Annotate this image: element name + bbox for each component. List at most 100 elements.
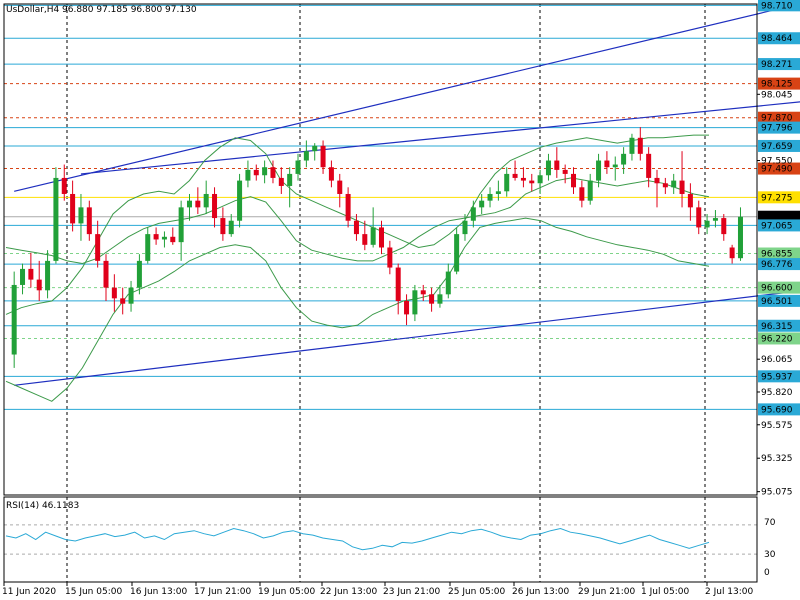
candle-body-65 — [554, 160, 560, 170]
candle-body-55 — [470, 207, 476, 221]
price-tag-17 — [758, 370, 800, 383]
price-tag-18 — [758, 403, 800, 416]
candle-body-2 — [28, 268, 34, 280]
price-tag-label-11: 96.855 — [761, 250, 793, 260]
candle-body-20 — [178, 207, 184, 243]
price-tag-1 — [758, 32, 800, 45]
symbol-label: UsDollar,H4 — [6, 5, 60, 15]
price-tag-label-10: 97.065 — [761, 221, 793, 231]
candle-body-30 — [262, 167, 268, 176]
candle-body-6 — [61, 177, 67, 194]
candle-body-83 — [704, 220, 710, 228]
trendline-0 — [14, 3, 800, 192]
price-tag-16 — [758, 332, 800, 345]
candle-body-18 — [161, 236, 167, 240]
price-tick-label-1: 97.550 — [761, 157, 793, 167]
candle-body-54 — [462, 220, 468, 235]
time-label-9: 29 Jun 21:00 — [578, 587, 635, 597]
price-tag-5 — [758, 121, 800, 134]
price-tick-label-0: 98.045 — [761, 90, 793, 100]
price-tag-label-12: 96.776 — [761, 260, 793, 270]
candle-body-38 — [328, 167, 334, 181]
candle-body-50 — [429, 294, 435, 304]
candle-body-24 — [212, 193, 218, 219]
candle-body-51 — [437, 294, 443, 304]
price-tag-label-3: 98.125 — [761, 80, 793, 90]
candle-body-64 — [545, 160, 551, 176]
price-tag-8 — [758, 191, 800, 204]
candle-body-4 — [45, 260, 51, 291]
candle-body-22 — [195, 200, 201, 208]
candle-body-63 — [537, 175, 543, 184]
price-tag-14 — [758, 294, 800, 307]
candle-body-14 — [128, 287, 134, 304]
price-tag-label-0: 98.710 — [761, 1, 793, 11]
candle-body-28 — [245, 169, 251, 181]
price-tick-label-3: 95.820 — [761, 388, 793, 398]
candle-body-36 — [312, 145, 318, 152]
candle-body-87 — [737, 216, 743, 259]
candle-body-81 — [687, 193, 693, 208]
candle-body-60 — [512, 173, 518, 178]
price-tag-6 — [758, 139, 800, 152]
candle-body-45 — [387, 247, 393, 268]
price-tag-label-9: 97.130 — [761, 213, 793, 223]
candle-body-48 — [412, 290, 418, 315]
candle-body-68 — [579, 187, 585, 201]
candle-body-70 — [596, 160, 602, 181]
rsi-panel — [4, 524, 757, 555]
candle-body-41 — [353, 220, 359, 235]
candle-body-37 — [320, 145, 326, 168]
price-tag-15 — [758, 319, 800, 332]
price-tag-12 — [758, 258, 800, 271]
candle-body-33 — [287, 173, 293, 186]
price-tag-13 — [758, 281, 800, 294]
time-label-11: 2 Jul 13:00 — [705, 587, 754, 597]
candle-body-71 — [604, 160, 610, 168]
time-label-8: 26 Jun 13:00 — [512, 587, 569, 597]
candle-body-10 — [95, 234, 101, 261]
time-label-4: 19 Jun 05:00 — [258, 587, 315, 597]
candle-body-79 — [671, 180, 677, 188]
candle-body-85 — [721, 218, 727, 235]
candle-body-31 — [270, 167, 276, 178]
chart-frame — [3, 3, 758, 583]
trendline-2 — [14, 290, 800, 386]
rsi-panel-frame — [3, 496, 758, 583]
candle-body-13 — [120, 298, 126, 304]
candle-body-35 — [303, 151, 309, 161]
candle-body-5 — [53, 177, 59, 261]
candle-body-75 — [637, 137, 643, 154]
candle-body-11 — [103, 260, 109, 288]
price-tag-10 — [758, 219, 800, 232]
time-label-5: 22 Jun 13:00 — [320, 587, 377, 597]
time-axis: 11 Jun 2020 15 Jun 05:00 16 Jun 13:00 17 Ju… — [2, 582, 754, 597]
candle-body-19 — [170, 236, 176, 243]
candle-body-62 — [529, 180, 535, 184]
price-tick-label-5: 95.325 — [761, 454, 793, 464]
candle-body-57 — [487, 193, 493, 201]
candle-body-15 — [136, 260, 142, 288]
time-label-0: 11 Jun 2020 — [2, 587, 56, 597]
candle-body-58 — [495, 191, 501, 194]
candle-body-52 — [445, 271, 451, 295]
price-tick-label-2: 96.065 — [761, 355, 793, 365]
price-tag-label-15: 96.315 — [761, 322, 793, 332]
candle-body-12 — [111, 287, 117, 299]
bollinger-bands — [5, 134, 710, 402]
price-tag-label-7: 97.490 — [761, 165, 793, 175]
candle-body-44 — [378, 227, 385, 248]
time-label-10: 1 Jul 05:00 — [641, 587, 690, 597]
candle-body-61 — [520, 177, 526, 181]
price-tag-label-6: 97.659 — [761, 142, 793, 152]
price-tag-label-4: 97.870 — [761, 114, 793, 124]
upper-band — [5, 134, 709, 315]
candle-body-77 — [654, 177, 660, 184]
price-tag-3 — [758, 77, 800, 90]
candle-body-67 — [571, 173, 577, 188]
candle-body-3 — [36, 279, 42, 291]
price-tag-2 — [758, 58, 800, 71]
candle-body-34 — [295, 160, 301, 174]
time-label-7: 25 Jun 05:00 — [448, 587, 505, 597]
